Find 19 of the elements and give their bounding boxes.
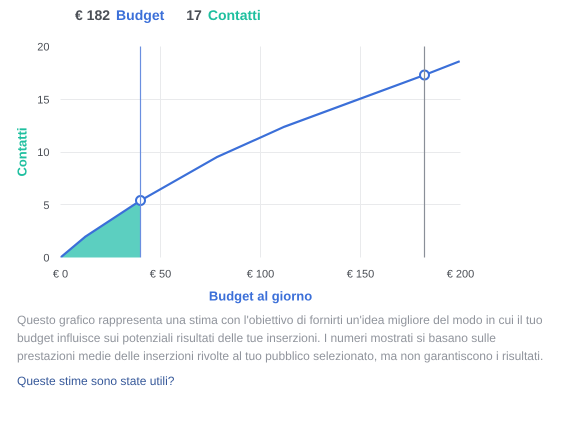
y-tick-label: 5 xyxy=(43,200,50,212)
y-tick-label: 20 xyxy=(37,42,50,54)
text: € 182 xyxy=(75,7,110,23)
text: Queste stime sono state utili? xyxy=(17,373,176,390)
x-tick-label: € 100 xyxy=(246,268,274,280)
text: Contatti xyxy=(208,7,261,23)
y-tick-label: 10 xyxy=(37,147,50,159)
y-axis-title: Contatti xyxy=(14,127,30,177)
y-tick-label: 15 xyxy=(37,94,50,106)
x-tick-label: € 150 xyxy=(346,268,374,280)
x-tick-label: € 50 xyxy=(150,268,172,280)
x-tick-label: € 200 xyxy=(446,268,474,280)
text: Budget xyxy=(116,7,164,23)
x-axis-title: Budget al giorno xyxy=(208,288,312,304)
text: Questo grafico rappresenta una stima con l'obiettivo di fornirti un'idea migliore del modo in cui il tuo budget influisce sui potenziali risultati delle tue inserzioni. I numeri mostrati si basano sulle prestazioni medie delle inserzioni rivolte al tuo pubblico selezionato, ma non garantiscono i risultati. xyxy=(17,312,544,365)
y-tick-label: 0 xyxy=(43,252,50,264)
x-tick-label: € 0 xyxy=(52,268,68,280)
text: 17 xyxy=(186,7,202,23)
line-series xyxy=(60,60,460,258)
